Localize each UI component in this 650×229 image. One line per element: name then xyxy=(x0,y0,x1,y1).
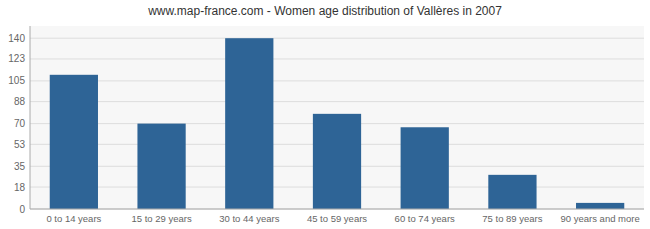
y-tick-label: 35 xyxy=(14,161,26,172)
y-tick-label: 123 xyxy=(8,53,25,64)
bar xyxy=(50,75,98,209)
y-tick-label: 105 xyxy=(8,75,25,86)
grid-line xyxy=(30,58,644,59)
bar xyxy=(137,124,185,209)
y-tick-label: 53 xyxy=(14,139,26,150)
y-tick-label: 0 xyxy=(19,204,25,215)
x-tick-label: 75 to 89 years xyxy=(482,213,542,224)
y-axis-line xyxy=(30,26,31,209)
x-tick-label: 30 to 44 years xyxy=(219,213,279,224)
y-tick-label: 88 xyxy=(14,96,26,107)
x-axis-line xyxy=(30,209,644,210)
chart: www.map-france.com - Women age distribut… xyxy=(0,0,650,229)
bars xyxy=(50,38,625,209)
y-tick-label: 18 xyxy=(14,182,26,193)
bar xyxy=(225,38,273,209)
x-tick-label: 90 years and more xyxy=(561,213,640,224)
grid xyxy=(30,38,644,209)
x-tick-label: 45 to 59 years xyxy=(307,213,367,224)
grid-line xyxy=(30,38,644,39)
bar xyxy=(576,203,624,209)
grid-line xyxy=(30,80,644,81)
bar xyxy=(313,114,361,209)
x-tick-label: 60 to 74 years xyxy=(395,213,455,224)
plot-background xyxy=(30,26,644,209)
title: www.map-france.com - Women age distribut… xyxy=(147,4,502,18)
x-tick-label: 15 to 29 years xyxy=(131,213,191,224)
grid-line xyxy=(30,209,644,210)
y-tick-label: 140 xyxy=(8,33,25,44)
x-tick-label: 0 to 14 years xyxy=(46,213,101,224)
y-tick-label: 70 xyxy=(14,118,26,129)
bar xyxy=(401,127,449,209)
bar xyxy=(488,175,536,209)
chart-container: www.map-france.com - Women age distribut… xyxy=(0,0,650,229)
grid-line xyxy=(30,101,644,102)
